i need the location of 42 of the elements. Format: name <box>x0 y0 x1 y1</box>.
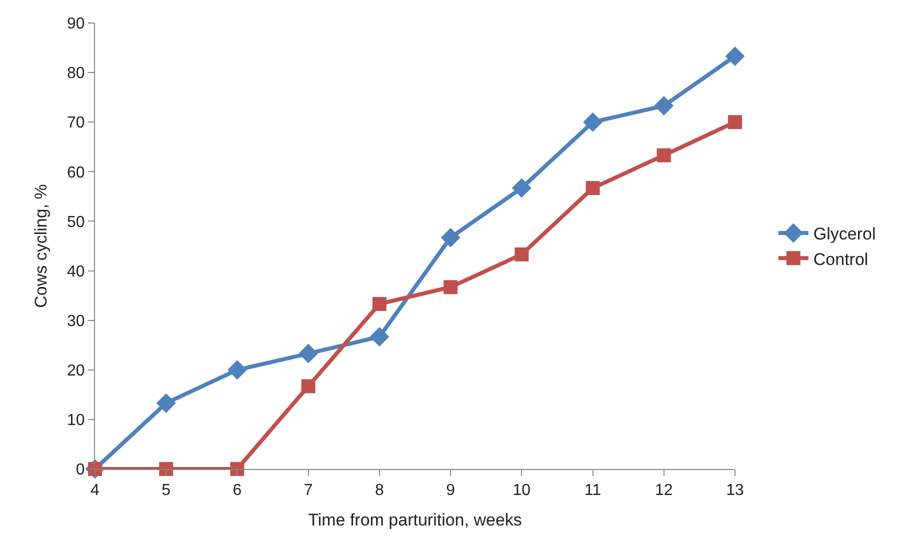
point <box>583 112 603 132</box>
point <box>156 393 176 413</box>
x-axis-title: Time from parturition, weeks <box>308 510 522 530</box>
point <box>656 148 671 162</box>
point <box>654 96 674 116</box>
y-tick-label: 20 <box>67 362 85 380</box>
point <box>586 181 600 196</box>
point <box>514 247 529 262</box>
y-tick-label: 70 <box>67 114 85 132</box>
point <box>159 462 174 476</box>
x-tick-label: 10 <box>512 482 531 500</box>
point <box>444 280 458 294</box>
point <box>725 46 745 66</box>
y-tick-label: 60 <box>67 164 85 182</box>
point <box>372 296 386 311</box>
y-tick-label: 10 <box>67 412 85 430</box>
x-tick-label: 9 <box>446 482 456 500</box>
y-tick-label: 40 <box>67 263 85 280</box>
x-tick-label: 7 <box>304 482 313 500</box>
point <box>440 228 460 248</box>
legend-label: Control <box>813 250 868 269</box>
y-axis-title: Cows cycling, % <box>32 184 51 308</box>
y-tick-label: 90 <box>67 16 85 33</box>
point <box>230 462 244 476</box>
point <box>227 360 247 380</box>
x-tick-label: 11 <box>584 482 602 500</box>
point <box>301 379 316 394</box>
x-tick-label: 8 <box>374 482 384 500</box>
legend-label: Glycerol <box>813 224 876 244</box>
x-tick-label: 6 <box>232 482 242 500</box>
x-tick-label: 13 <box>726 482 744 500</box>
y-tick-label: 80 <box>67 65 85 82</box>
y-tick-label: 0 <box>76 462 85 479</box>
point <box>728 115 742 130</box>
y-tick-label: 30 <box>67 312 85 330</box>
point <box>512 178 532 198</box>
point <box>370 326 390 346</box>
x-tick-label: 4 <box>90 482 100 500</box>
point <box>298 344 318 364</box>
x-tick-label: 5 <box>162 482 171 500</box>
y-tick-label: 50 <box>67 214 85 231</box>
x-tick-label: 12 <box>654 482 673 500</box>
